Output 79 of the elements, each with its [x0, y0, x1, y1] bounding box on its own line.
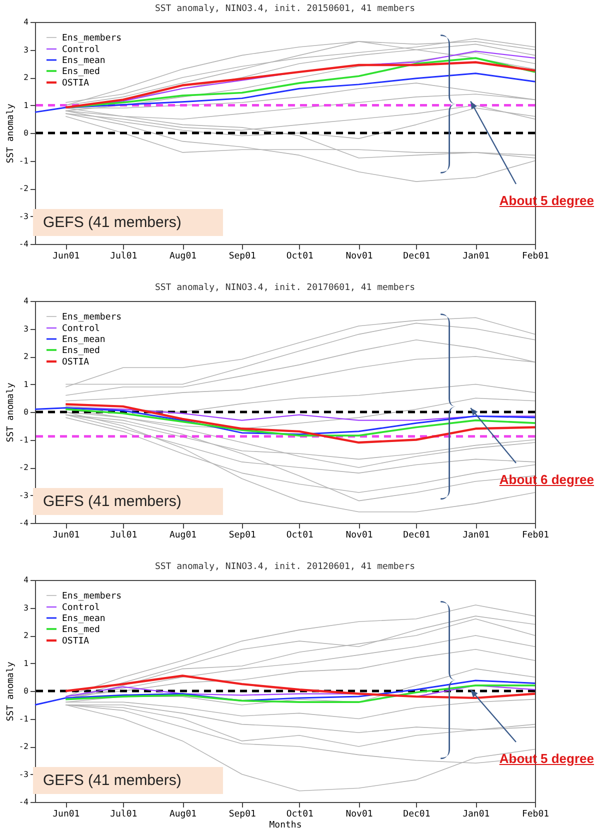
chart-title: SST anomaly, NINO3.4, init. 20150601, 41 members: [154, 4, 416, 14]
x-tick-label: Oct01: [286, 530, 314, 540]
x-tick-label: Oct01: [286, 810, 314, 820]
chart-title: SST anomaly, NINO3.4, init. 20120601, 41 members: [154, 562, 416, 572]
y-tick-label: -1: [18, 435, 29, 444]
y-tick-label: -4: [18, 240, 29, 248]
x-tick-label: Feb01: [522, 252, 550, 262]
x-tick-label: Dec01: [403, 530, 430, 540]
x-tick-label: Feb01: [522, 810, 550, 820]
y-tick-label: 4: [24, 296, 29, 306]
x-tick-label: Nov01: [346, 252, 373, 262]
x-tick-label: Dec01: [403, 810, 430, 820]
x-tick-label: Jun01: [52, 252, 80, 262]
chart-title: SST anomaly, NINO3.4, init. 20170601, 41 members: [154, 283, 416, 293]
x-tick-label: Sep01: [228, 530, 256, 540]
legend-label: Ens_members: [62, 34, 122, 44]
y-axis-title: SST anomaly: [6, 103, 16, 164]
y-tick-label: 1: [24, 658, 29, 668]
x-tick-label: Jan01: [462, 530, 490, 540]
legend-label: OSTIA: [62, 358, 90, 368]
y-tick-label: 0: [24, 128, 29, 138]
x-tick-label: Jun01: [52, 530, 80, 540]
x-tick-label: Feb01: [522, 530, 550, 540]
legend-label: Ens_med: [62, 346, 100, 356]
y-tick-label: -4: [18, 518, 29, 528]
caption-box: GEFS (41 members): [33, 488, 223, 515]
legend-label: Ens_med: [62, 67, 100, 77]
x-tick-label: Aug01: [169, 252, 197, 262]
y-tick-label: 3: [24, 324, 29, 334]
x-tick-label: Nov01: [346, 810, 373, 820]
y-tick-label: 0: [24, 686, 29, 696]
y-tick-label: -2: [18, 742, 29, 751]
legend-label: Ens_med: [62, 625, 100, 635]
x-tick-label: Jun01: [52, 810, 80, 820]
y-tick-label: -3: [18, 490, 29, 500]
caption-box: GEFS (41 members): [33, 767, 223, 794]
y-tick-label: -1: [18, 714, 29, 724]
x-tick-label: Aug01: [169, 530, 197, 540]
x-tick-label: Jan01: [462, 252, 490, 262]
y-axis-title: SST anomaly: [6, 661, 16, 722]
x-tick-label: Sep01: [228, 810, 256, 820]
legend-label: Ens_mean: [62, 335, 106, 345]
x-tick-label: Oct01: [286, 252, 314, 262]
legend-label: Ens_mean: [62, 614, 106, 624]
legend-label: Ens_members: [62, 312, 122, 322]
y-tick-label: -3: [18, 770, 29, 779]
y-tick-label: 2: [24, 73, 29, 82]
caption-box: GEFS (41 members): [33, 209, 223, 236]
legend-label: Ens_members: [62, 592, 122, 602]
y-tick-label: 3: [24, 45, 29, 54]
y-tick-label: -3: [18, 212, 29, 221]
x-tick-label: Jul01: [110, 252, 138, 262]
y-tick-label: -4: [18, 798, 29, 806]
x-tick-label: Jul01: [110, 530, 138, 540]
x-tick-label: Nov01: [346, 530, 373, 540]
x-tick-label: Aug01: [169, 810, 197, 820]
y-tick-label: 2: [24, 631, 29, 640]
legend-label: OSTIA: [62, 636, 90, 646]
y-tick-label: 1: [24, 380, 29, 389]
y-tick-label: -2: [18, 463, 29, 472]
y-tick-label: 4: [24, 18, 29, 26]
x-tick-label: Sep01: [228, 252, 256, 262]
y-axis-title: SST anomaly: [6, 382, 16, 442]
y-tick-label: 1: [24, 100, 29, 110]
y-tick-label: -2: [18, 184, 29, 193]
y-tick-label: 4: [24, 576, 29, 584]
legend-label: Control: [62, 45, 100, 55]
x-axis-title: Months: [269, 820, 302, 830]
y-tick-label: -1: [18, 156, 29, 166]
x-tick-label: Jan01: [462, 810, 490, 820]
legend-label: OSTIA: [62, 78, 90, 88]
legend-label: Control: [62, 324, 100, 334]
y-tick-label: 3: [24, 603, 29, 612]
x-tick-label: Dec01: [403, 252, 430, 262]
legend-label: Control: [62, 603, 100, 613]
x-tick-label: Jul01: [110, 810, 138, 820]
y-tick-label: 2: [24, 352, 29, 361]
y-tick-label: 0: [24, 408, 29, 416]
legend-label: Ens_mean: [62, 56, 106, 66]
